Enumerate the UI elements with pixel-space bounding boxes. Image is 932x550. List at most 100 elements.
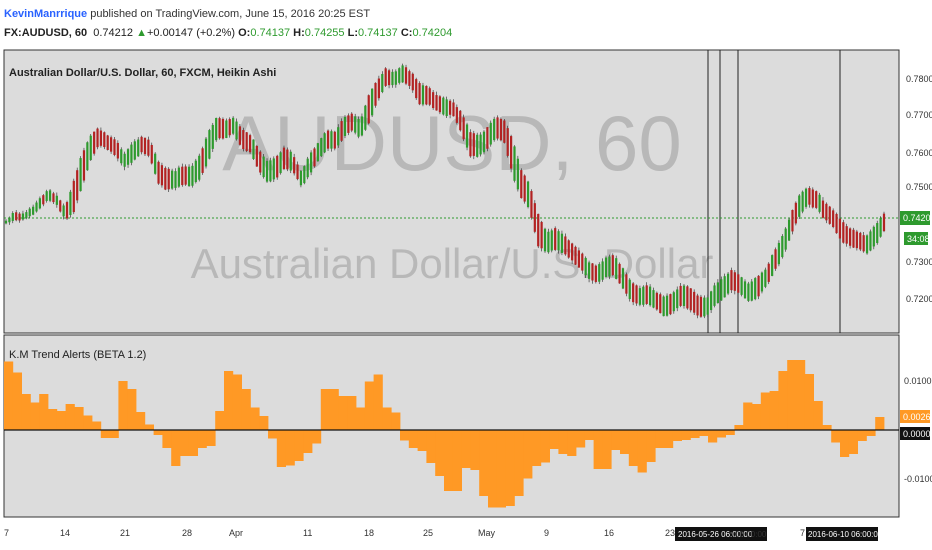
candle-up	[598, 264, 601, 282]
histogram-bar	[584, 430, 594, 440]
author-link[interactable]: KevinManrrique	[4, 8, 88, 20]
histogram-bar	[567, 430, 577, 456]
change-value: +0.00147 (+0.2%)	[146, 27, 236, 39]
candle-down	[699, 296, 703, 317]
x-label-apr: Apr	[229, 528, 243, 538]
candle-down	[76, 170, 79, 201]
candle-up	[703, 297, 706, 317]
candle-down	[486, 127, 489, 149]
watermark-symbol: AUDUSD, 60	[222, 99, 681, 187]
candle-down	[496, 117, 499, 139]
candle-up	[198, 155, 201, 180]
candle-down	[537, 213, 540, 247]
candle-down	[147, 139, 150, 156]
histogram-bar	[74, 407, 84, 430]
candle-down	[655, 292, 658, 310]
symbol-label[interactable]: FX:AUDUSD, 60	[4, 27, 88, 39]
histogram-bar	[628, 430, 638, 466]
candle-down	[689, 288, 692, 311]
histogram-bar	[752, 404, 762, 430]
candle-up	[215, 117, 218, 141]
candle-down	[116, 142, 119, 159]
candle-up	[652, 290, 655, 308]
candle-down	[72, 180, 75, 213]
candle-up	[676, 289, 679, 309]
histogram-bar	[593, 430, 603, 469]
candle-up	[28, 208, 31, 217]
candle-down	[838, 218, 842, 239]
candle-down	[774, 249, 777, 269]
main-pane-legend[interactable]: Australian Dollar/U.S. Dollar, 60, FXCM,…	[9, 67, 276, 79]
indicator-legend[interactable]: K.M Trend Alerts (BETA 1.2)	[9, 349, 146, 361]
candle-down	[143, 137, 147, 155]
histogram-bar	[171, 430, 181, 466]
crosshair-time-text: 2016-05-26 06:00:00	[678, 530, 753, 539]
histogram-bar	[866, 430, 876, 436]
candle-up	[665, 295, 669, 316]
candle-down	[594, 265, 597, 282]
candle-down	[157, 161, 160, 184]
candle-up	[672, 292, 675, 312]
candle-up	[442, 97, 445, 115]
histogram-bar	[778, 371, 788, 430]
candle-down	[669, 294, 672, 315]
main-pane-background[interactable]	[3, 49, 900, 334]
candle-up	[764, 269, 767, 287]
candle-down	[618, 263, 621, 284]
candle-up	[398, 68, 401, 83]
up-arrow-icon: ▲	[136, 27, 147, 39]
high-label: H:	[293, 27, 305, 39]
candle-up	[360, 116, 364, 136]
candle-up	[225, 120, 228, 138]
histogram-bar	[470, 430, 480, 470]
crosshair-time-text: 2016-06-10 06:00:00	[808, 530, 883, 539]
candle-down	[326, 130, 330, 149]
candle-down	[733, 272, 736, 291]
histogram-bar	[831, 430, 841, 443]
candle-down	[374, 82, 377, 106]
candle-down	[418, 83, 421, 105]
histogram-bar	[21, 394, 31, 430]
zero-badge-text: 0.0000	[903, 429, 931, 439]
candle-up	[781, 236, 784, 258]
histogram-bar	[875, 417, 885, 430]
candle-down	[794, 202, 797, 224]
candle-up	[320, 138, 323, 157]
histogram-bar	[250, 407, 260, 430]
candle-up	[299, 170, 303, 186]
histogram-bar	[549, 430, 559, 449]
x-label-first: 7	[4, 528, 9, 538]
candle-down	[347, 115, 350, 133]
candle-up	[872, 226, 875, 247]
histogram-bar	[320, 389, 330, 430]
candle-down	[167, 168, 170, 190]
candle-up	[818, 194, 821, 212]
histogram-bar	[12, 372, 22, 430]
candle-down	[350, 113, 353, 131]
candle-up	[479, 134, 482, 155]
candle-up	[723, 276, 726, 298]
candle-down	[679, 285, 682, 306]
candle-up	[171, 170, 174, 189]
candle-up	[272, 158, 275, 180]
candle-up	[526, 181, 530, 208]
histogram-bar	[364, 381, 374, 430]
candle-down	[472, 133, 475, 156]
histogram-bar	[408, 430, 418, 448]
candle-up	[371, 88, 374, 116]
x-label-23: 23	[665, 528, 675, 538]
histogram-bar	[699, 430, 709, 436]
indicator-value-badge	[900, 410, 930, 423]
candle-down	[65, 202, 69, 219]
candle-down	[428, 88, 431, 105]
candle-down	[333, 131, 336, 149]
candle-up	[323, 133, 326, 153]
x-label-14: 14	[60, 528, 70, 538]
candle-down	[767, 263, 770, 282]
candle-down	[520, 170, 523, 199]
candle-up	[648, 286, 652, 306]
candle-up	[194, 160, 197, 183]
